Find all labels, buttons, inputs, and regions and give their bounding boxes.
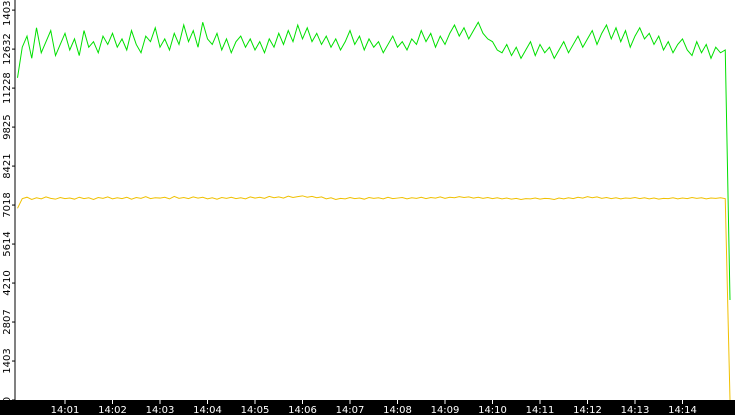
x-tick-label: 14:06 xyxy=(288,405,317,415)
y-tick-label: 14036 xyxy=(2,0,13,26)
x-tick-label: 14:04 xyxy=(193,405,222,415)
x-tick-label: 14:12 xyxy=(573,405,602,415)
x-tick-label: 14:09 xyxy=(431,405,460,415)
y-tick-label: 2807 xyxy=(2,309,13,334)
x-tick-label: 14:02 xyxy=(98,405,127,415)
x-tick-label: 14:14 xyxy=(668,405,697,415)
x-tick-label: 14:07 xyxy=(336,405,365,415)
x-tick-label: 14:11 xyxy=(526,405,555,415)
y-tick-label: 8421 xyxy=(2,153,13,178)
series-line xyxy=(17,21,731,301)
y-tick-label: 0 xyxy=(2,397,13,403)
y-tick-label: 12632 xyxy=(2,33,13,65)
series-line xyxy=(17,195,731,401)
x-tick-label: 14:05 xyxy=(241,405,270,415)
x-tick-label: 14:13 xyxy=(621,405,650,415)
y-tick-label: 1403 xyxy=(2,348,13,373)
y-tick-label: 9825 xyxy=(2,114,13,139)
y-tick-label: 5614 xyxy=(2,231,13,256)
x-tick-label: 14:03 xyxy=(146,405,175,415)
x-axis-bar xyxy=(0,400,735,415)
x-tick-label: 14:08 xyxy=(383,405,412,415)
y-tick-label: 4210 xyxy=(2,270,13,295)
y-tick-label: 7018 xyxy=(2,192,13,217)
x-tick-label: 14:01 xyxy=(51,405,80,415)
y-tick-label: 11228 xyxy=(2,72,13,104)
x-tick-label: 14:10 xyxy=(478,405,507,415)
